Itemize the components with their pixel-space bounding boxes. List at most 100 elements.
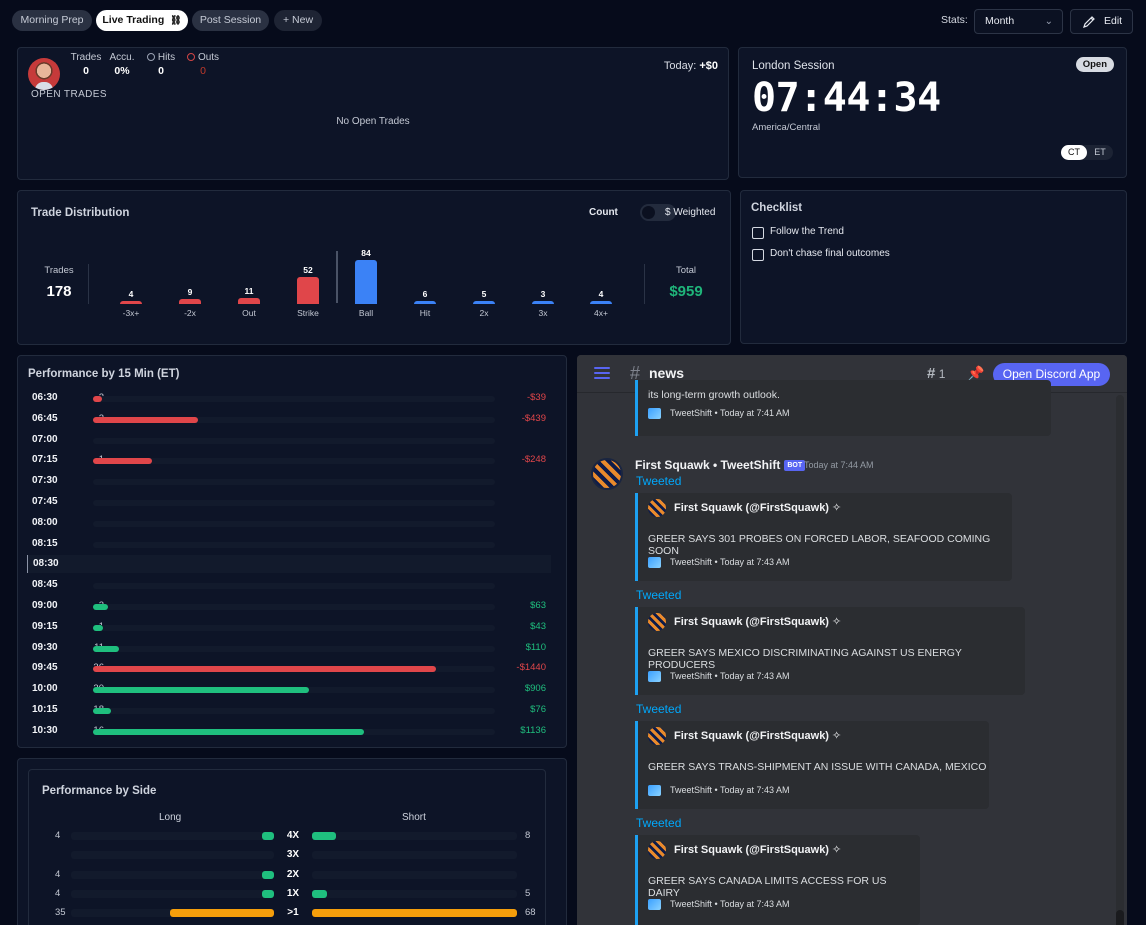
- timezone-switch: CT ET: [1061, 145, 1113, 160]
- toggle-count-label: Count: [589, 207, 618, 218]
- weighted-toggle[interactable]: [640, 204, 676, 221]
- tz-option-et[interactable]: ET: [1094, 147, 1106, 157]
- table-row[interactable]: 07:151-$248: [18, 451, 566, 469]
- tweetshift-icon: [648, 785, 661, 796]
- short-count: 68: [525, 907, 536, 919]
- side-row: 4 2X: [29, 868, 547, 883]
- side-row: 4 4X 8: [29, 829, 547, 844]
- checklist-item: Follow the Trend: [770, 226, 844, 237]
- row-track: [93, 396, 495, 402]
- first-squawk-avatar: [648, 499, 666, 517]
- table-row[interactable]: 08:45: [18, 576, 566, 594]
- timezone-label: America/Central: [752, 122, 821, 133]
- tweet-embed: First Squawk (@FirstSquawk) ✧ GREER SAYS …: [635, 835, 920, 925]
- scrollbar-track[interactable]: [1116, 395, 1124, 925]
- checklist-checkbox[interactable]: [752, 249, 764, 261]
- row-time: 10:15: [32, 704, 58, 715]
- row-pnl: $63: [530, 600, 546, 611]
- long-count: 4: [55, 868, 61, 880]
- tab-morning-prep[interactable]: Morning Prep: [12, 10, 92, 31]
- table-row[interactable]: 10:3016$1136: [18, 722, 566, 740]
- total-value: $959: [669, 283, 703, 300]
- message-author[interactable]: First Squawk • TweetShift BOT: [635, 458, 806, 472]
- period-select[interactable]: Month ⌄: [974, 9, 1063, 34]
- embed-text: its long-term growth outlook.: [648, 389, 780, 401]
- distribution-category-label: Out: [242, 308, 256, 318]
- pin-icon[interactable]: 📌: [967, 365, 985, 381]
- row-pnl: -$39: [526, 392, 546, 403]
- tz-option-ct[interactable]: CT: [1061, 145, 1087, 160]
- tweeted-link[interactable]: Tweeted: [636, 588, 682, 602]
- short-track: [312, 870, 517, 879]
- tab-live-trading[interactable]: Live Trading ⛓: [96, 10, 188, 31]
- stat-trades: Trades 0: [70, 52, 102, 77]
- hash-icon: #: [630, 363, 641, 383]
- row-track: [93, 583, 495, 590]
- table-row[interactable]: 07:45: [18, 493, 566, 511]
- table-row[interactable]: 09:4536-$1440: [18, 659, 566, 677]
- distribution-category-label: 4x+: [594, 308, 608, 318]
- tab-post-session[interactable]: Post Session: [192, 10, 269, 31]
- table-row[interactable]: 10:1518$76: [18, 701, 566, 719]
- embed-author[interactable]: First Squawk (@FirstSquawk) ✧: [648, 727, 841, 745]
- channel-name: news: [649, 365, 685, 381]
- table-row[interactable]: 06:302-$39: [18, 389, 566, 407]
- tweeted-link[interactable]: Tweeted: [636, 474, 682, 488]
- row-pnl: $906: [524, 683, 546, 695]
- short-count: 5: [525, 887, 531, 899]
- table-row[interactable]: 10:0030$906: [18, 680, 566, 698]
- row-track: [94, 562, 496, 569]
- table-row[interactable]: 07:00: [18, 431, 566, 449]
- edit-button[interactable]: Edit: [1070, 9, 1133, 34]
- distribution-bar-value: 5: [481, 289, 487, 299]
- side-multiple: 3X: [286, 849, 300, 861]
- threads-button[interactable]: # 1: [927, 365, 945, 382]
- long-track: [71, 832, 274, 840]
- edit-button-label: Edit: [1104, 15, 1123, 27]
- table-row[interactable]: 08:15: [18, 535, 566, 553]
- table-row[interactable]: 06:452-$439: [18, 410, 566, 428]
- row-pnl: -$1440: [516, 662, 546, 674]
- embed-author-name: First Squawk (@FirstSquawk) ✧: [674, 502, 842, 514]
- embed-text: GREER SAYS 301 PROBES ON FORCED LABOR, S…: [648, 533, 991, 557]
- checklist-checkbox[interactable]: [752, 227, 764, 239]
- perf-side-inner: Performance by Side Long Short 4 4X 8 3X 4 2X…: [28, 769, 546, 925]
- row-time: 09:15: [32, 620, 58, 632]
- short-track: [312, 889, 517, 898]
- table-row[interactable]: 09:151$43: [18, 618, 566, 636]
- embed-author[interactable]: First Squawk (@FirstSquawk) ✧: [648, 499, 842, 517]
- stat-hits-value: 0: [158, 65, 164, 77]
- tweeted-link[interactable]: Tweeted: [636, 702, 682, 716]
- embed-footer: TweetShift • Today at 7:43 AM: [648, 899, 790, 910]
- table-row[interactable]: 07:30: [18, 472, 566, 490]
- table-row[interactable]: 09:3011$110: [18, 639, 566, 657]
- embed-footer-text: TweetShift • Today at 7:43 AM: [670, 785, 790, 795]
- threads-icon: #: [927, 365, 936, 382]
- distribution-category-label: Ball: [358, 308, 374, 318]
- new-tab-button[interactable]: + New: [274, 10, 322, 31]
- scrollbar-thumb[interactable]: [1116, 910, 1124, 925]
- table-row[interactable]: 08:00: [18, 514, 566, 532]
- discord-widget: # news # 1 📌 Open Discord App its long-t…: [577, 355, 1127, 925]
- table-row[interactable]: 09:002$63: [18, 597, 566, 615]
- target-icon: [146, 53, 155, 61]
- long-bar: [262, 889, 274, 898]
- embed-author[interactable]: First Squawk (@FirstSquawk) ✧: [648, 613, 841, 631]
- table-row[interactable]: 08:30: [27, 555, 551, 574]
- row-time: 06:45: [32, 412, 58, 424]
- top-bar: Morning Prep Live Trading ⛓ Post Session…: [0, 0, 1146, 42]
- divider: [644, 264, 645, 304]
- long-bar: [262, 870, 274, 879]
- bot-avatar[interactable]: [591, 458, 623, 490]
- row-bar: [93, 666, 436, 673]
- zero-line: [336, 251, 338, 303]
- distribution-bar: [355, 260, 377, 304]
- row-track: [93, 520, 495, 527]
- embed-author[interactable]: First Squawk (@FirstSquawk) ✧: [648, 841, 841, 859]
- distribution-bar: [238, 298, 260, 304]
- row-bar: [93, 687, 309, 694]
- menu-icon[interactable]: [594, 367, 610, 379]
- short-track: [312, 851, 517, 860]
- side-multiple: 1X: [286, 887, 300, 899]
- tweeted-link[interactable]: Tweeted: [636, 816, 682, 830]
